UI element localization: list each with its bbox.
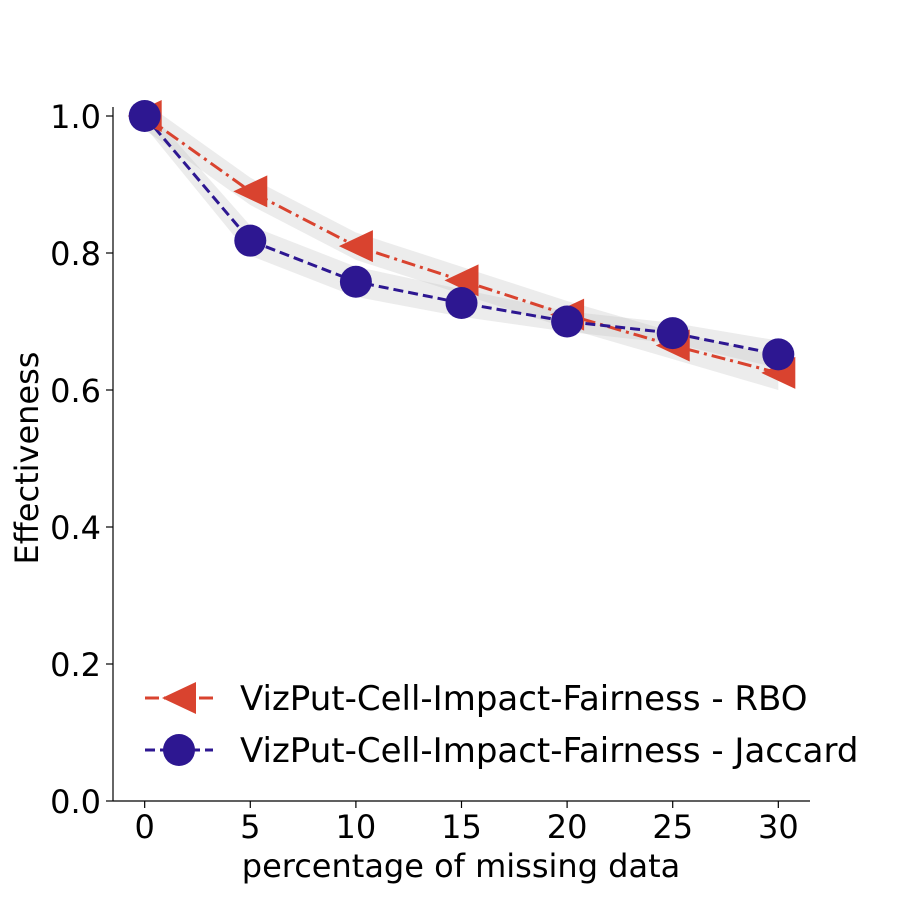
data-point-0-2 — [338, 230, 373, 263]
data-point-0-3 — [444, 264, 479, 297]
y-tick-label: 0.8 — [50, 235, 101, 273]
x-tick-label: 10 — [336, 808, 377, 846]
x-tick-label: 20 — [547, 808, 588, 846]
x-tick-label: 15 — [441, 808, 482, 846]
legend-marker-1 — [163, 734, 195, 766]
x-axis-ticks: 0 5 10 15 20 25 30 — [135, 801, 799, 846]
y-axis-ticks: 0.0 0.2 0.4 0.6 0.8 1.0 — [50, 98, 113, 821]
data-point-0-1 — [233, 175, 268, 208]
x-tick-label: 30 — [758, 808, 799, 846]
y-tick-label: 0.4 — [50, 509, 101, 547]
legend-label-0: VizPut-Cell-Impact-Fairness - RBO — [240, 679, 808, 719]
legend-marker-0 — [162, 682, 196, 714]
x-axis-title: percentage of missing data — [242, 847, 681, 885]
legend-label-1: VizPut-Cell-Impact-Fairness - Jaccard — [240, 731, 858, 771]
x-tick-label: 0 — [135, 808, 155, 846]
y-tick-label: 0.0 — [50, 783, 101, 821]
data-point-1-2 — [339, 265, 372, 298]
x-tick-label: 25 — [652, 808, 693, 846]
y-tick-label: 1.0 — [50, 98, 101, 136]
data-point-1-3 — [445, 287, 478, 320]
legend: VizPut-Cell-Impact-Fairness - RBO VizPut-… — [145, 679, 858, 771]
confidence-band-0 — [144, 102, 779, 391]
y-tick-label: 0.6 — [50, 372, 101, 410]
data-point-1-5 — [656, 317, 689, 350]
x-tick-label: 5 — [240, 808, 260, 846]
y-tick-label: 0.2 — [50, 646, 101, 684]
data-point-1-0 — [128, 100, 161, 132]
series-markers — [127, 100, 796, 389]
data-point-1-6 — [762, 338, 795, 371]
data-point-1-4 — [551, 305, 584, 338]
y-axis-title: Effectiveness — [8, 352, 46, 565]
data-point-1-1 — [234, 224, 267, 257]
